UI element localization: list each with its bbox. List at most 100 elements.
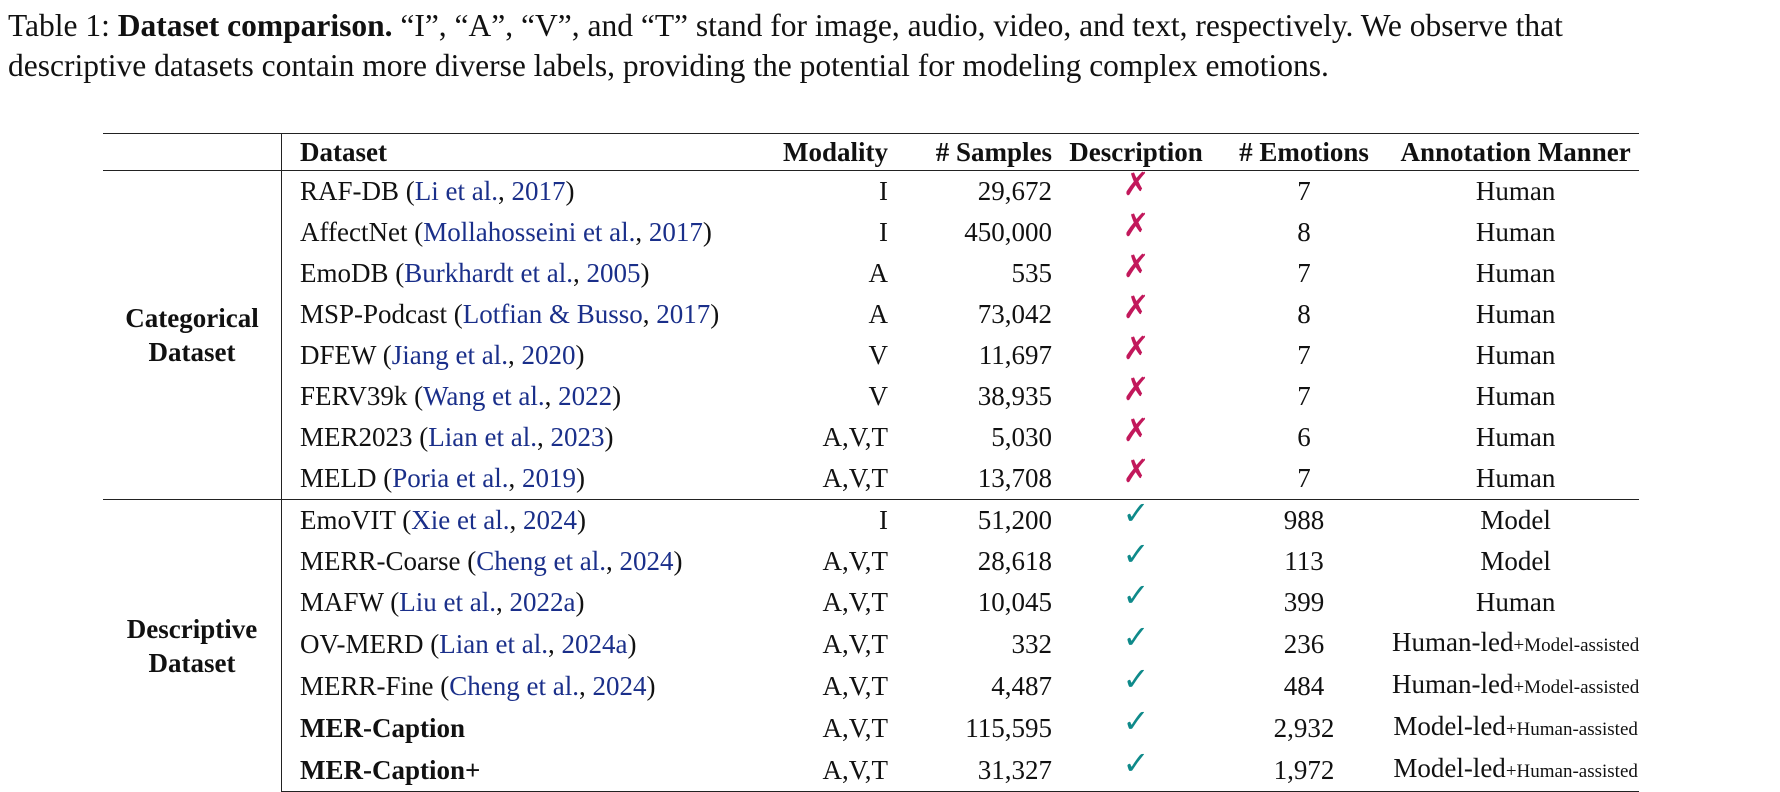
annotation-main: Human: [1475, 340, 1556, 370]
emotions-cell: 484: [1283, 670, 1325, 701]
citation-authors: Cheng et al.: [476, 546, 606, 576]
table-row: Descriptive Dataset EmoVIT (Xie et al., 20…: [103, 494, 1640, 792]
description-cell: ✗: [1056, 370, 1216, 417]
annotation-main: Human-led: [1392, 627, 1514, 657]
citation-year: 2024: [592, 670, 647, 701]
samples-cell: 332: [1011, 628, 1053, 659]
dataset-cell: OV-MERD (Lian et al., 2024a): [300, 628, 637, 659]
emotions-cell: 7: [1297, 340, 1311, 370]
description-cell: ✗: [1056, 206, 1216, 253]
annotation-cell: Human-led+Model-assisted: [1392, 623, 1639, 665]
dataset-name: MERR-Coarse: [300, 546, 461, 576]
annotation-sub: +Model-assisted: [1513, 635, 1640, 656]
caption-text: “I”, “A”, “V”, and “T” stand for image, …: [392, 8, 1563, 43]
header-annotation: Annotation Manner: [1392, 133, 1640, 171]
cross-icon: ✗: [1122, 452, 1150, 490]
table-row: FERV39k (Wang et al., 2022) V 38,935 ✗ 7 Huma…: [103, 370, 1639, 417]
annotation-sub: +Human-assisted: [1505, 761, 1638, 782]
cross-icon: ✗: [1122, 288, 1150, 326]
description-cell: ✓: [1056, 744, 1216, 792]
description-cell: ✗: [1056, 165, 1216, 213]
description-cell: ✓: [1056, 535, 1216, 582]
citation-authors: Liu et al.: [399, 587, 496, 617]
emotions-cell: 113: [1284, 546, 1324, 576]
dataset-name: MERR-Fine: [300, 670, 434, 701]
emotions-cell: 7: [1297, 176, 1311, 206]
modality-cell: A,V,T: [822, 546, 888, 576]
dataset-cell: MERR-Fine (Cheng et al., 2024): [300, 670, 656, 701]
dataset-cell: MER2023 (Lian et al., 2023): [300, 422, 614, 452]
header-modality: Modality: [766, 133, 894, 171]
emotions-cell: 399: [1283, 587, 1325, 617]
samples-cell: 13,708: [977, 463, 1052, 493]
description-cell: ✓: [1056, 702, 1216, 749]
check-icon: ✓: [1122, 617, 1150, 656]
modality-cell: A,V,T: [822, 587, 888, 617]
dataset-comparison-table: Dataset Modality # Samples Description #…: [103, 133, 1640, 792]
annotation-main: Human: [1475, 422, 1556, 452]
table-row: MSP-Podcast (Lotfian & Busso, 2017) A 73,0…: [103, 288, 1639, 335]
annotation-main: Human: [1475, 587, 1556, 617]
header-description: Description: [1056, 133, 1216, 171]
citation-authors: Cheng et al.: [449, 670, 579, 701]
descriptive-group-label: Descriptive Dataset: [103, 499, 282, 792]
check-icon: ✓: [1122, 535, 1150, 573]
emotions-cell: 2,932: [1273, 712, 1335, 743]
dataset-cell: MER-Caption+: [281, 749, 766, 792]
annotation-cell: Human: [1392, 582, 1639, 623]
emotions-cell: 7: [1297, 463, 1311, 493]
annotation-main: Human: [1475, 463, 1556, 493]
citation-year: 2022a: [509, 587, 576, 617]
dataset-name: FERV39k: [300, 381, 408, 411]
dataset-name: OV-MERD: [300, 628, 424, 659]
dataset-cell: MAFW (Liu et al., 2022a): [300, 587, 585, 617]
annotation-main: Human: [1475, 176, 1556, 206]
modality-cell: V: [868, 381, 889, 411]
annotation-cell: Human-led+Model-assisted: [1392, 665, 1639, 707]
annotation-sub: +Human-assisted: [1505, 719, 1638, 740]
table-row: MERR-Fine (Cheng et al., 2024) A,V,T 4,487…: [103, 660, 1639, 707]
annotation-cell: Human: [1392, 212, 1639, 253]
dataset-name: MAFW: [300, 587, 384, 617]
modality-cell: I: [879, 217, 888, 247]
citation-authors: Lotfian & Busso: [462, 299, 643, 329]
annotation-main: Model-led: [1393, 711, 1506, 741]
annotation-cell: Human: [1392, 417, 1639, 458]
samples-cell: 29,672: [977, 176, 1052, 206]
dataset-cell: MELD (Poria et al., 2019): [300, 463, 585, 493]
citation-authors: Poria et al.: [392, 463, 509, 493]
check-icon: ✓: [1122, 659, 1150, 698]
annotation-cell: Human: [1392, 253, 1639, 294]
description-cell: ✗: [1056, 288, 1216, 335]
samples-cell: 450,000: [964, 217, 1052, 247]
annotation-cell: Model-led+Human-assisted: [1392, 707, 1639, 749]
annotation-cell: Human: [1392, 376, 1639, 417]
cross-icon: ✗: [1122, 329, 1150, 367]
modality-cell: I: [879, 176, 888, 206]
dataset-cell: RAF-DB (Li et al., 2017): [300, 176, 575, 206]
citation-authors: Mollahosseini et al.: [423, 217, 636, 247]
samples-cell: 38,935: [977, 381, 1052, 411]
samples-cell: 31,327: [894, 749, 1056, 792]
modality-cell: A,V,T: [822, 670, 888, 701]
table-caption: Table 1: Dataset comparison. “I”, “A”, “…: [8, 6, 1780, 86]
dataset-cell: EmoDB (Burkhardt et al., 2005): [300, 258, 650, 288]
citation-authors: Wang et al.: [423, 381, 545, 411]
annotation-cell: Human: [1392, 335, 1639, 376]
emotions-cell: 8: [1297, 217, 1311, 247]
cross-icon: ✗: [1122, 206, 1150, 244]
annotation-main: Human: [1475, 299, 1556, 329]
citation-year: 2023: [550, 422, 605, 452]
dataset-name: MER-Caption: [300, 712, 466, 743]
citation-year: 2005: [586, 258, 641, 288]
citation-year: 2017: [648, 217, 703, 247]
citation-year: 2020: [521, 340, 576, 370]
samples-cell: 535: [1011, 258, 1053, 288]
annotation-main: Human-led: [1392, 669, 1514, 699]
annotation-cell: Model: [1392, 541, 1639, 582]
modality-cell: A,V,T: [822, 712, 888, 743]
table-row: OV-MERD (Lian et al., 2024a) A,V,T 332 ✓ 236…: [103, 618, 1639, 665]
cross-icon: ✗: [1122, 411, 1150, 449]
samples-cell: 10,045: [977, 587, 1052, 617]
citation-authors: Li et al.: [414, 176, 498, 206]
